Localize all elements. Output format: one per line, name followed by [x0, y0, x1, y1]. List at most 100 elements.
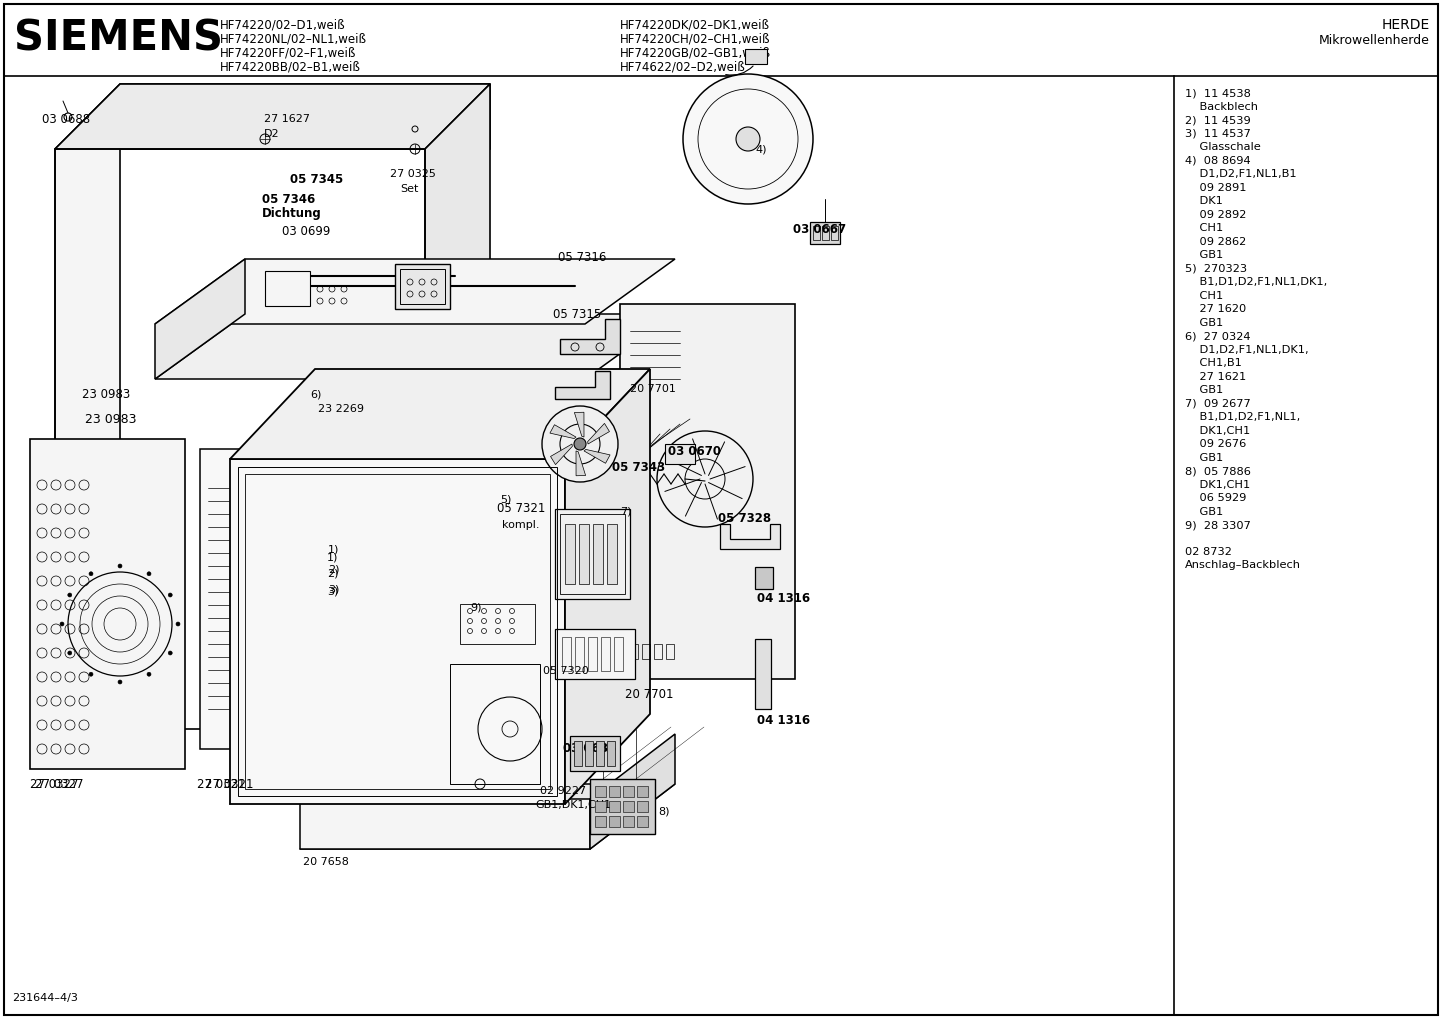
Bar [590, 779, 655, 834]
Text: 27 0325: 27 0325 [389, 169, 435, 179]
Circle shape [147, 673, 151, 677]
Text: 8): 8) [658, 806, 669, 816]
Text: 27 1627: 27 1627 [264, 114, 310, 124]
Bar [559, 514, 624, 594]
Bar [623, 801, 634, 812]
Text: HF74220/02–D1,weiß: HF74220/02–D1,weiß [221, 18, 346, 31]
Text: 7): 7) [620, 507, 632, 517]
Text: DK1,CH1: DK1,CH1 [1185, 480, 1250, 489]
Bar [655, 644, 662, 659]
Text: Mikrowellenherde: Mikrowellenherde [1319, 34, 1430, 47]
Bar [245, 474, 549, 789]
Text: 7)  09 2677: 7) 09 2677 [1185, 398, 1250, 409]
Text: 27 1620: 27 1620 [1185, 304, 1246, 314]
Circle shape [169, 593, 172, 597]
Circle shape [735, 127, 760, 151]
Polygon shape [30, 439, 185, 769]
Polygon shape [555, 371, 610, 399]
Text: 1): 1) [327, 552, 339, 562]
Text: 23 0983: 23 0983 [85, 413, 137, 426]
Text: 03 0699: 03 0699 [283, 224, 330, 237]
Text: GB1: GB1 [1185, 385, 1223, 395]
Bar [460, 604, 535, 644]
Bar [555, 629, 634, 679]
Polygon shape [584, 449, 610, 464]
Bar [813, 226, 820, 240]
Text: 4): 4) [756, 144, 767, 154]
Polygon shape [549, 425, 575, 438]
Polygon shape [300, 784, 675, 849]
Text: 5): 5) [500, 494, 512, 504]
Text: 3): 3) [327, 586, 339, 596]
Circle shape [684, 74, 813, 204]
Text: 05 7316: 05 7316 [558, 251, 607, 264]
Bar [601, 637, 610, 671]
Text: 23 0983: 23 0983 [82, 387, 130, 400]
Text: CH1: CH1 [1185, 290, 1223, 301]
Bar [588, 637, 597, 671]
Bar [596, 741, 604, 766]
Bar [637, 801, 647, 812]
Text: 5)  270323: 5) 270323 [1185, 264, 1247, 273]
Bar [609, 786, 620, 797]
Bar [637, 816, 647, 827]
Text: 2)  11 4539: 2) 11 4539 [1185, 115, 1250, 125]
Text: 09 2676: 09 2676 [1185, 439, 1246, 449]
Bar [756, 639, 771, 709]
Polygon shape [720, 524, 780, 549]
Bar [666, 644, 673, 659]
Bar [623, 816, 634, 827]
Text: 03 0667: 03 0667 [793, 222, 846, 235]
Bar [238, 467, 557, 796]
Text: 03 0688: 03 0688 [42, 112, 89, 125]
Text: GB1: GB1 [1185, 318, 1223, 327]
Text: 04 1316: 04 1316 [757, 592, 810, 605]
Text: DK1,CH1: DK1,CH1 [1185, 426, 1250, 435]
Bar [642, 644, 650, 659]
Text: D2: D2 [264, 129, 280, 139]
Text: 3): 3) [327, 584, 339, 594]
Text: 9): 9) [470, 602, 482, 612]
Bar [585, 741, 593, 766]
Polygon shape [574, 413, 584, 437]
Bar [395, 264, 450, 309]
Text: DK1: DK1 [1185, 196, 1223, 206]
Polygon shape [565, 369, 650, 804]
Bar [609, 801, 620, 812]
Polygon shape [231, 369, 650, 459]
Text: 05 7345: 05 7345 [290, 172, 343, 185]
Bar [562, 637, 571, 671]
Bar [623, 786, 634, 797]
Text: Anschlag–Backblech: Anschlag–Backblech [1185, 560, 1301, 571]
Text: D1,D2,F1,NL1,B1: D1,D2,F1,NL1,B1 [1185, 169, 1296, 179]
Text: 27 0321: 27 0321 [198, 777, 245, 791]
Bar [565, 524, 575, 584]
Bar [596, 786, 606, 797]
Bar [810, 222, 841, 244]
Text: B1,D1,D2,F1,NL1,: B1,D1,D2,F1,NL1, [1185, 412, 1301, 422]
Bar [574, 741, 583, 766]
Text: 05 7315: 05 7315 [552, 308, 601, 321]
Circle shape [147, 572, 151, 576]
Text: 23 2269: 23 2269 [319, 404, 363, 414]
Circle shape [176, 622, 180, 626]
Polygon shape [154, 259, 245, 379]
Text: 1): 1) [327, 544, 339, 554]
Circle shape [68, 651, 72, 655]
Text: 06 5929: 06 5929 [1185, 493, 1246, 503]
Polygon shape [154, 259, 675, 324]
Polygon shape [55, 84, 490, 729]
Text: 09 2862: 09 2862 [1185, 236, 1246, 247]
Text: 02 9227: 02 9227 [539, 786, 585, 796]
Text: 20 7701: 20 7701 [624, 688, 673, 700]
Text: 2): 2) [327, 564, 339, 574]
Bar [570, 736, 620, 771]
Circle shape [61, 622, 63, 626]
Text: 27 0321: 27 0321 [205, 777, 254, 791]
Circle shape [169, 651, 172, 655]
Text: 3)  11 4537: 3) 11 4537 [1185, 128, 1250, 139]
Polygon shape [300, 799, 590, 849]
Text: 231644–4/3: 231644–4/3 [12, 993, 78, 1003]
Bar [746, 49, 767, 64]
Text: kompl.: kompl. [502, 520, 539, 530]
